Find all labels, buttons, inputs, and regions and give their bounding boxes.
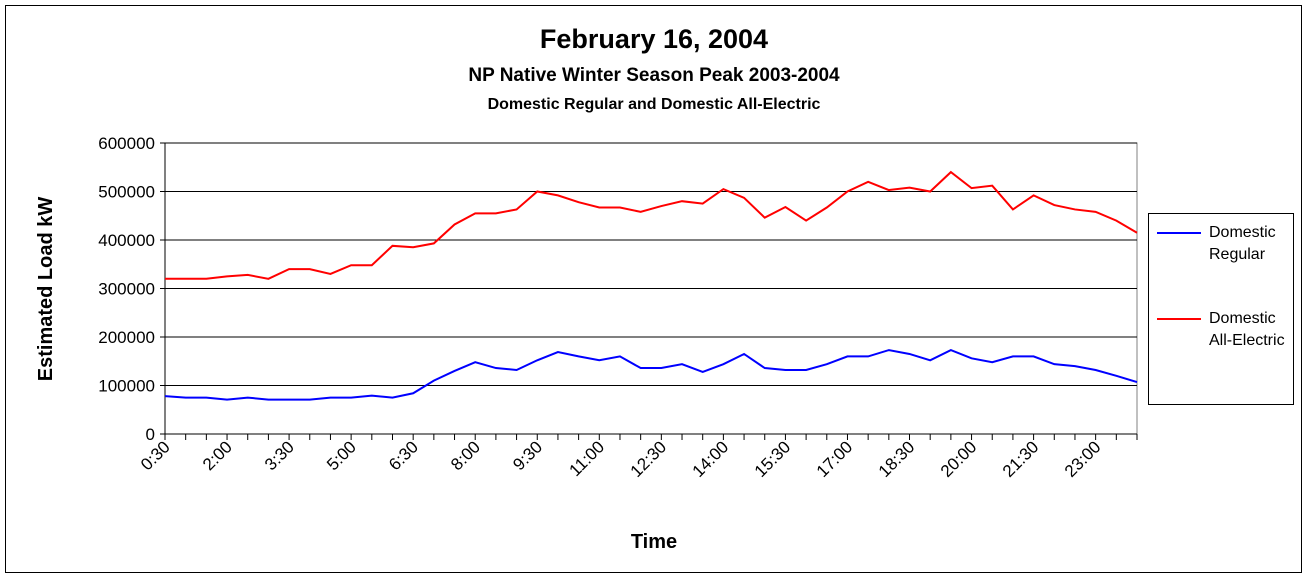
series-line xyxy=(164,349,1138,401)
y-tick-label: 300000 xyxy=(98,280,155,299)
legend-label: Domestic Regular xyxy=(1209,224,1276,263)
y-tick-label: 0 xyxy=(146,425,155,444)
legend-swatch xyxy=(1157,232,1201,234)
y-tick-label: 100000 xyxy=(98,377,155,396)
y-tick-label: 600000 xyxy=(98,134,155,153)
chart-title: February 16, 2004 xyxy=(540,24,768,54)
legend-swatch xyxy=(1157,318,1201,320)
y-tick-label: 400000 xyxy=(98,231,155,250)
y-axis-label: Estimated Load kW xyxy=(35,197,57,382)
legend-item: Domestic Regular xyxy=(1157,222,1291,266)
y-tick-label: 200000 xyxy=(98,328,155,347)
chart-subtitle: NP Native Winter Season Peak 2003-2004 xyxy=(468,65,840,86)
chart-subtitle: Domestic Regular and Domestic All-Electr… xyxy=(488,96,821,113)
legend: Domestic Regular Domestic All-Electric xyxy=(1148,213,1294,405)
y-tick-label: 500000 xyxy=(98,183,155,202)
series-line xyxy=(165,170,1138,280)
legend-label: Domestic All-Electric xyxy=(1209,310,1285,349)
x-axis-label: Time xyxy=(631,531,677,553)
legend-item: Domestic All-Electric xyxy=(1157,308,1291,352)
